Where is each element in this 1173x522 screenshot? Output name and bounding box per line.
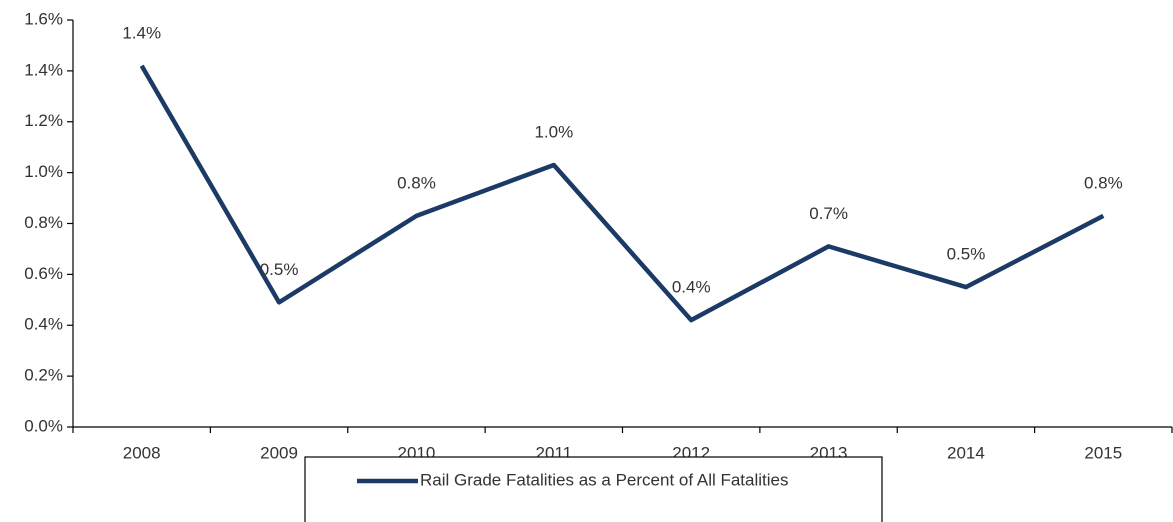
data-label: 0.8% <box>397 173 436 192</box>
y-tick-label: 1.4% <box>24 60 63 79</box>
data-label: 0.4% <box>672 278 711 297</box>
data-label: 1.0% <box>534 122 573 141</box>
legend-box <box>304 456 883 522</box>
x-tick-label: 2008 <box>123 443 161 462</box>
x-tick-label: 2009 <box>260 443 298 462</box>
y-tick-label: 0.6% <box>24 264 63 283</box>
x-tick-label: 2015 <box>1084 443 1122 462</box>
y-tick-label: 1.2% <box>24 111 63 130</box>
y-tick-label: 0.2% <box>24 366 63 385</box>
y-tick-label: 0.8% <box>24 213 63 232</box>
y-tick-label: 1.6% <box>24 9 63 28</box>
y-tick-label: 0.0% <box>24 416 63 435</box>
data-label: 0.5% <box>947 245 986 264</box>
data-label: 0.7% <box>809 204 848 223</box>
y-tick-label: 0.4% <box>24 315 63 334</box>
x-tick-label: 2014 <box>947 443 985 462</box>
data-label: 0.5% <box>260 260 299 279</box>
legend-label: Rail Grade Fatalities as a Percent of Al… <box>420 470 789 489</box>
series-line <box>139 64 1105 323</box>
data-label: 1.4% <box>122 23 161 42</box>
y-tick-label: 1.0% <box>24 162 63 181</box>
data-label: 0.8% <box>1084 173 1123 192</box>
